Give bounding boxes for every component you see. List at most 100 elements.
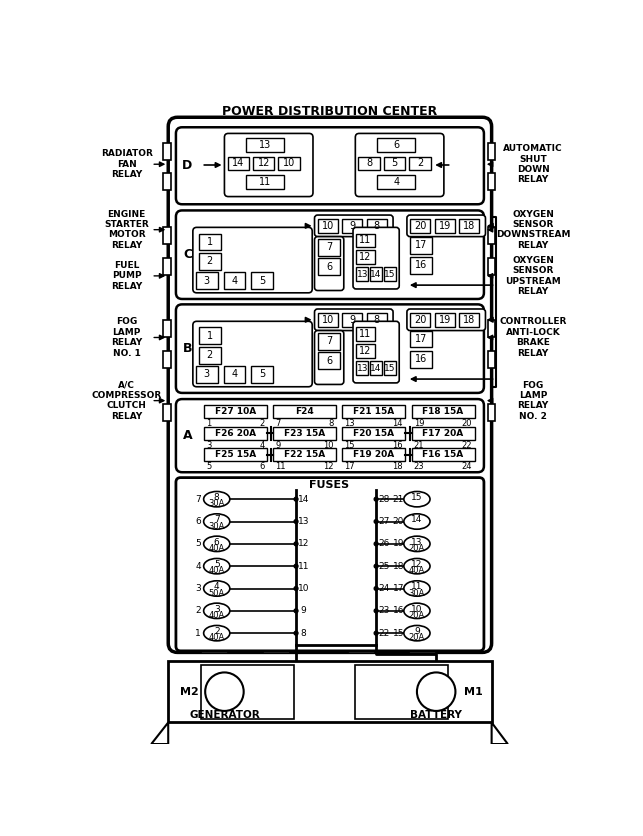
Bar [410, 257, 431, 273]
Text: F21 15A: F21 15A [353, 407, 394, 416]
Text: 4: 4 [393, 177, 399, 187]
Text: 15: 15 [385, 364, 395, 373]
Text: 16: 16 [392, 441, 403, 450]
Bar [318, 313, 338, 327]
Circle shape [294, 587, 298, 590]
Text: 20: 20 [414, 221, 426, 231]
Bar [163, 174, 170, 191]
FancyBboxPatch shape [176, 477, 484, 651]
Bar [370, 361, 383, 375]
Ellipse shape [404, 492, 430, 507]
FancyBboxPatch shape [353, 227, 399, 289]
Bar [318, 352, 340, 369]
Text: BATTERY: BATTERY [410, 710, 462, 720]
Bar [318, 239, 340, 256]
Bar [348, 645, 375, 653]
Text: 12: 12 [323, 462, 334, 472]
Text: 3: 3 [204, 276, 210, 286]
Bar [410, 330, 431, 348]
Text: RADIATOR
FAN
RELAY: RADIATOR FAN RELAY [101, 150, 152, 179]
Text: 2: 2 [417, 159, 423, 169]
Text: 5: 5 [214, 560, 220, 569]
Bar [412, 427, 475, 440]
Text: 19: 19 [414, 419, 424, 428]
Bar [318, 333, 340, 349]
Text: 9: 9 [301, 606, 307, 615]
FancyBboxPatch shape [168, 117, 492, 652]
Text: 18: 18 [393, 562, 404, 571]
Bar [342, 405, 405, 418]
Bar [163, 320, 170, 337]
Text: F18 15A: F18 15A [422, 407, 464, 416]
Bar [273, 427, 336, 440]
Text: 19: 19 [393, 539, 404, 548]
Text: 15: 15 [385, 270, 395, 279]
Bar [204, 448, 267, 461]
Text: 10: 10 [298, 584, 309, 593]
Ellipse shape [404, 625, 430, 641]
Bar [356, 233, 375, 247]
Bar [435, 219, 455, 232]
Text: 30A: 30A [409, 589, 425, 598]
Text: 17: 17 [345, 462, 355, 472]
Bar [342, 427, 405, 440]
Bar [246, 175, 284, 189]
Text: 40A: 40A [409, 566, 425, 575]
Text: 6: 6 [195, 517, 201, 526]
Text: 9: 9 [275, 441, 280, 450]
Text: GENERATOR: GENERATOR [189, 710, 260, 720]
FancyBboxPatch shape [356, 134, 444, 196]
Bar [199, 233, 221, 251]
Text: 10: 10 [411, 604, 422, 614]
Polygon shape [492, 722, 508, 744]
Bar [278, 156, 300, 171]
Bar [412, 448, 475, 461]
Text: OXYGEN
SENSOR
DOWNSTREAM
RELAY: OXYGEN SENSOR DOWNSTREAM RELAY [496, 210, 570, 250]
Bar [488, 320, 496, 337]
Ellipse shape [404, 514, 430, 529]
Text: 3: 3 [206, 441, 212, 450]
Text: 2: 2 [214, 627, 219, 636]
Text: 15: 15 [345, 441, 355, 450]
Text: 7: 7 [214, 516, 220, 524]
Text: 1: 1 [207, 331, 213, 341]
Text: D: D [183, 160, 193, 172]
Bar [163, 258, 170, 275]
Text: 12: 12 [257, 159, 270, 169]
Circle shape [374, 609, 378, 613]
Bar [228, 156, 249, 171]
Bar [251, 366, 273, 383]
FancyBboxPatch shape [353, 321, 399, 383]
Bar [367, 219, 387, 232]
Text: 10: 10 [322, 315, 334, 324]
Ellipse shape [204, 581, 230, 596]
Bar [224, 366, 245, 383]
Ellipse shape [204, 514, 230, 529]
Text: 20: 20 [414, 315, 426, 324]
Text: 14: 14 [370, 364, 382, 373]
Text: 18: 18 [463, 315, 475, 324]
Text: 4: 4 [231, 370, 237, 380]
Text: F17 20A: F17 20A [422, 429, 464, 438]
Bar [196, 272, 217, 289]
Ellipse shape [404, 581, 430, 596]
Bar [356, 665, 448, 719]
Ellipse shape [204, 603, 230, 619]
Text: C: C [183, 248, 192, 261]
Text: 17: 17 [415, 240, 427, 250]
Bar [488, 174, 496, 191]
Text: 14: 14 [393, 419, 403, 428]
Text: 50A: 50A [208, 589, 225, 598]
Text: 3: 3 [195, 584, 201, 593]
Bar [196, 366, 217, 383]
Bar [410, 237, 431, 253]
Ellipse shape [404, 536, 430, 552]
Text: FOG
LAMP
RELAY
NO. 1: FOG LAMP RELAY NO. 1 [111, 318, 142, 358]
Text: 27: 27 [378, 517, 390, 526]
FancyBboxPatch shape [176, 211, 484, 299]
Text: 2: 2 [259, 419, 264, 428]
Text: F23 15A: F23 15A [284, 429, 325, 438]
Bar [318, 219, 338, 232]
FancyBboxPatch shape [314, 237, 344, 291]
Text: F22 15A: F22 15A [284, 451, 325, 460]
